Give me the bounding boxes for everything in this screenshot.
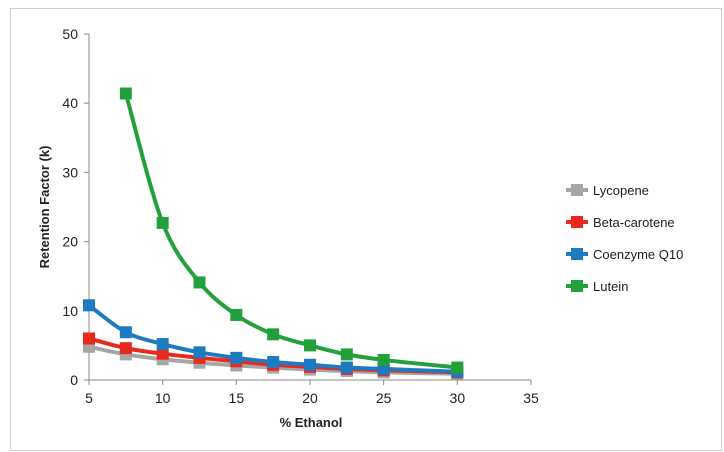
data-point-lutein xyxy=(119,87,132,100)
x-ticks: 5 10 15 20 25 30 35 xyxy=(85,380,539,406)
x-tick-label: 15 xyxy=(229,390,245,406)
y-tick-label: 20 xyxy=(62,234,78,250)
data-point-lutein xyxy=(230,308,243,321)
data-point-coenzyme-q10 xyxy=(193,346,206,359)
legend-label: Beta-carotene xyxy=(593,215,675,230)
data-point-coenzyme-q10 xyxy=(119,326,132,339)
y-tick-label: 50 xyxy=(62,26,78,42)
legend-label: Lutein xyxy=(593,279,628,294)
y-tick-label: 30 xyxy=(62,164,78,180)
data-point-coenzyme-q10 xyxy=(83,299,95,312)
y-tick-label: 10 xyxy=(62,303,78,319)
x-tick-label: 20 xyxy=(302,390,318,406)
legend-swatch-marker xyxy=(571,184,583,196)
series-line-coenzyme-q10 xyxy=(87,303,460,374)
legend-label: Coenzyme Q10 xyxy=(593,247,683,262)
x-tick-label: 35 xyxy=(523,390,539,406)
x-tick-label: 25 xyxy=(376,390,392,406)
data-point-lutein xyxy=(377,353,390,366)
y-tick-label: 0 xyxy=(70,372,78,388)
data-point-beta-carotene xyxy=(119,342,132,355)
data-point-lutein xyxy=(267,328,280,341)
x-tick-label: 5 xyxy=(85,390,93,406)
data-point-coenzyme-q10 xyxy=(267,356,280,369)
data-point-coenzyme-q10 xyxy=(230,351,243,364)
series-layer xyxy=(83,87,464,380)
legend-item-lycopene: Lycopene xyxy=(566,183,649,198)
data-point-coenzyme-q10 xyxy=(156,338,169,351)
data-point-lutein xyxy=(193,276,206,289)
data-point-lutein xyxy=(451,361,464,374)
legend-label: Lycopene xyxy=(593,183,649,198)
legend-item-beta-carotene: Beta-carotene xyxy=(566,215,675,230)
data-point-lutein xyxy=(156,216,169,229)
legend-item-coenzyme-q10: Coenzyme Q10 xyxy=(566,247,683,262)
data-point-coenzyme-q10 xyxy=(340,361,353,374)
y-axis-title: Retention Factor (k) xyxy=(37,146,52,269)
y-tick-label: 40 xyxy=(62,95,78,111)
data-point-lutein xyxy=(304,339,316,352)
series-lutein xyxy=(119,87,464,374)
data-point-coenzyme-q10 xyxy=(304,358,316,371)
series-line-lutein xyxy=(123,91,460,370)
legend-swatch-marker xyxy=(571,216,583,228)
chart-frame xyxy=(10,8,722,451)
data-point-beta-carotene xyxy=(83,332,95,345)
legend-swatch-marker xyxy=(571,280,583,292)
data-point-beta-carotene xyxy=(156,347,169,360)
legend-swatch-marker xyxy=(571,248,583,260)
series-line-lycopene xyxy=(87,344,460,376)
data-point-lutein xyxy=(340,348,353,361)
y-ticks: 0 10 20 30 40 50 xyxy=(62,26,89,388)
x-tick-label: 10 xyxy=(155,390,171,406)
x-axis-title: % Ethanol xyxy=(280,415,343,430)
legend: Lycopene Beta-carotene Coenzyme Q10 Lutein xyxy=(566,183,683,294)
legend-item-lutein: Lutein xyxy=(566,279,628,294)
series-coenzyme-q10 xyxy=(83,299,464,378)
x-tick-label: 30 xyxy=(450,390,466,406)
